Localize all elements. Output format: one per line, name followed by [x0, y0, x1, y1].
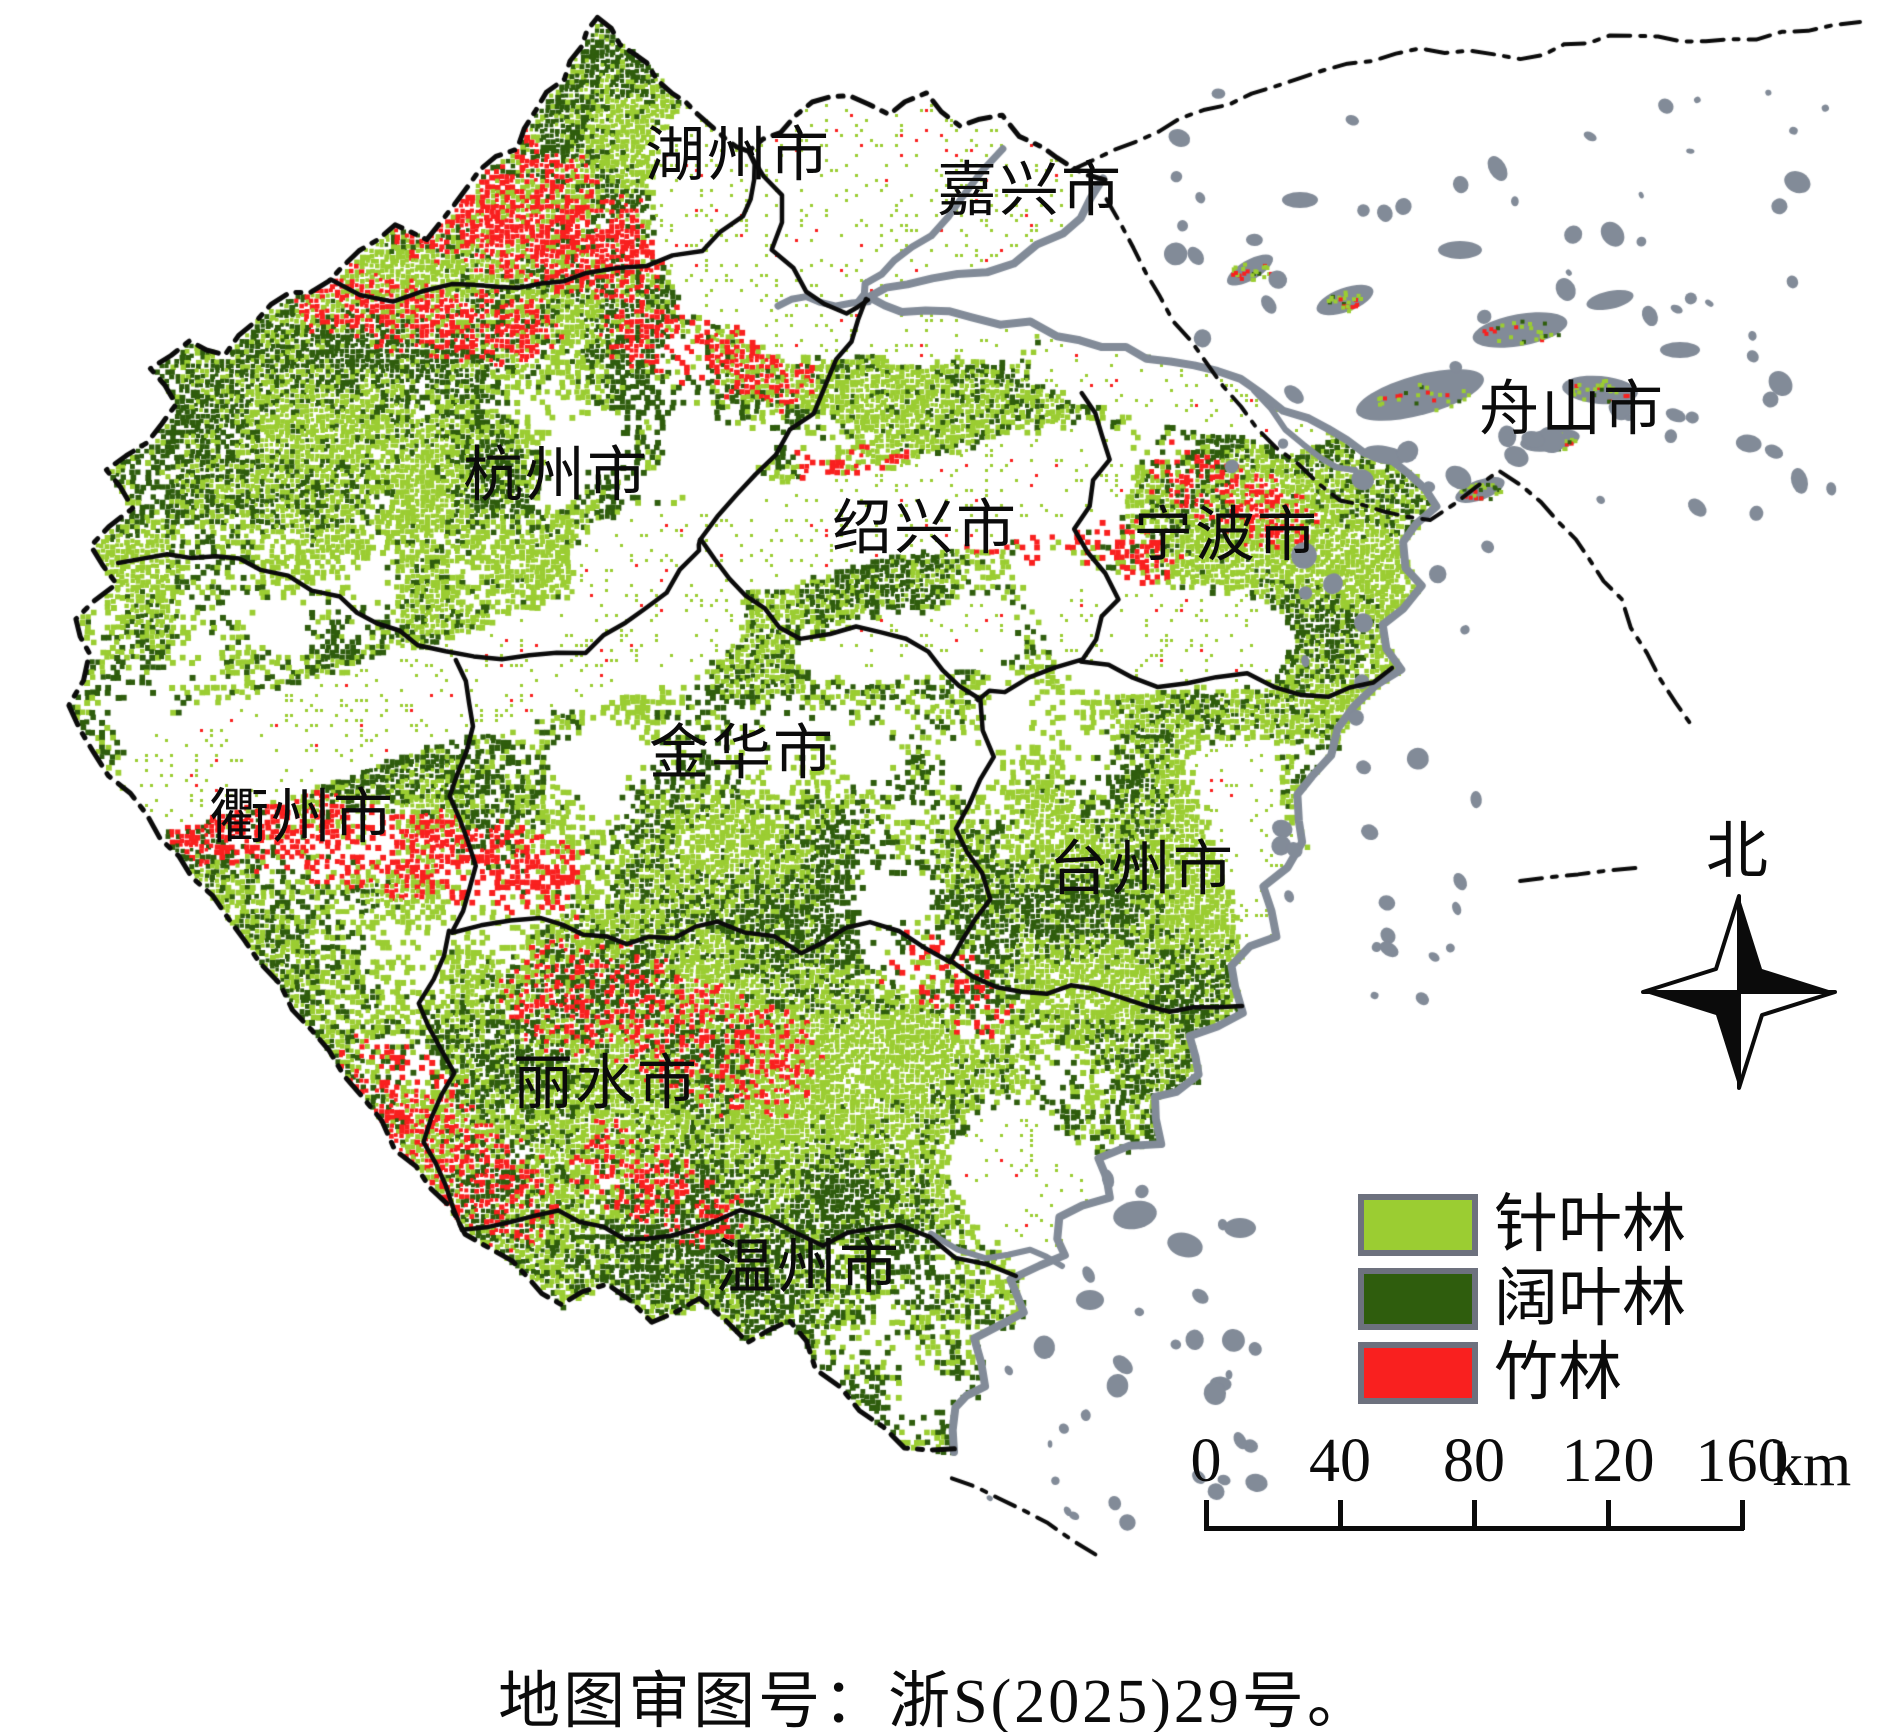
city-label: 绍兴市: [832, 495, 1018, 562]
city-label: 嘉兴市: [937, 157, 1123, 224]
city-label: 衢州市: [209, 784, 395, 851]
north-label: 北: [1705, 818, 1769, 886]
city-label: 金华市: [649, 720, 835, 787]
legend-item-coniferous: 针叶林: [1358, 1188, 1686, 1262]
city-label: 湖州市: [645, 122, 831, 189]
scale-tick-label: 80: [1443, 1427, 1505, 1495]
legend-item-broadleaf: 阔叶林: [1358, 1262, 1686, 1336]
scale-tick-label: 120: [1561, 1427, 1655, 1495]
city-label: 温州市: [715, 1234, 901, 1301]
scale-tick-label: 0: [1190, 1427, 1222, 1495]
map-approval-caption: 地图审图号：浙S(2025)29号。: [498, 1668, 1372, 1732]
compass-rose-icon: [1641, 894, 1837, 1090]
legend-item-bamboo: 竹林: [1358, 1336, 1686, 1410]
legend-swatch-bamboo: [1358, 1342, 1478, 1404]
city-label: 宁波市: [1133, 502, 1319, 569]
scale-bar: km 0 40 80 120 160: [1186, 1430, 1890, 1540]
scale-tick-label: 40: [1309, 1427, 1371, 1495]
scale-tick: [1606, 1500, 1611, 1530]
legend-swatch-broadleaf: [1358, 1268, 1478, 1330]
scale-tick: [1338, 1500, 1343, 1530]
city-label: 杭州市: [463, 442, 649, 509]
city-label: 丽水市: [513, 1050, 699, 1117]
legend-label: 竹林: [1494, 1337, 1622, 1408]
legend: 针叶林 阔叶林 竹林: [1358, 1188, 1686, 1410]
scale-tick: [1204, 1500, 1209, 1530]
scale-tick: [1472, 1500, 1477, 1530]
city-label: 台州市: [1049, 836, 1235, 903]
city-label: 舟山市: [1479, 376, 1665, 443]
legend-label: 针叶林: [1494, 1189, 1686, 1260]
legend-swatch-coniferous: [1358, 1194, 1478, 1256]
scale-tick-label: 160: [1695, 1427, 1789, 1495]
scale-bar-unit: km: [1772, 1431, 1852, 1499]
legend-label: 阔叶林: [1494, 1263, 1686, 1334]
scale-tick: [1740, 1500, 1745, 1530]
